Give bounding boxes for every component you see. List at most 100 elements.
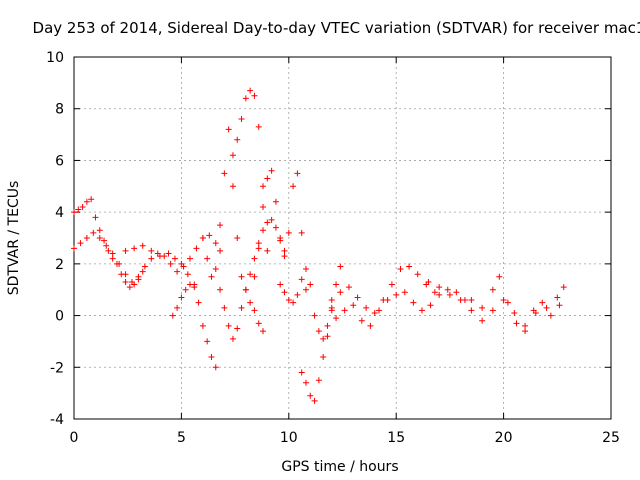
data-point [556, 302, 563, 309]
data-point [513, 320, 520, 327]
data-point [178, 294, 185, 301]
data-point [171, 255, 178, 262]
data-point [191, 284, 198, 291]
data-point [431, 289, 438, 296]
data-point [92, 214, 99, 221]
data-point [281, 289, 288, 296]
data-point [354, 294, 361, 301]
data-point [328, 304, 335, 311]
data-point [345, 284, 352, 291]
data-point [184, 271, 191, 278]
data-point [290, 183, 297, 190]
data-point [255, 123, 262, 130]
data-point [251, 273, 258, 280]
y-tick-label: 8 [55, 102, 64, 118]
data-point [363, 304, 370, 311]
data-point [206, 232, 213, 239]
data-point [251, 307, 258, 314]
data-point [71, 209, 77, 216]
data-point [79, 203, 86, 210]
data-point [247, 299, 254, 306]
data-point [139, 268, 146, 275]
data-point [255, 240, 262, 247]
data-point [418, 307, 425, 314]
data-point [298, 276, 305, 283]
data-point [320, 335, 327, 342]
series-sat-b [71, 196, 146, 291]
data-point [436, 284, 443, 291]
data-point [101, 237, 108, 244]
y-tick-label: 6 [55, 153, 64, 169]
data-point [311, 312, 318, 319]
data-point [212, 364, 219, 371]
data-point [511, 309, 518, 316]
data-point [182, 286, 189, 293]
data-point [229, 335, 236, 342]
data-point [178, 260, 185, 267]
data-point [204, 255, 211, 262]
data-point [302, 266, 309, 273]
data-point [272, 198, 279, 205]
y-tick-label: -4 [50, 412, 64, 428]
data-point [96, 227, 103, 234]
grid [74, 57, 611, 419]
data-point [311, 397, 318, 404]
data-point [489, 286, 496, 293]
data-point [547, 312, 554, 319]
data-point [131, 281, 138, 288]
data-point [169, 312, 176, 319]
x-tick-label: 25 [602, 430, 620, 446]
data-point [77, 240, 84, 247]
data-point [350, 302, 357, 309]
data-point [277, 281, 284, 288]
data-point [165, 250, 172, 257]
y-tick-label: 10 [46, 50, 64, 66]
data-point [397, 266, 404, 273]
data-point [337, 289, 344, 296]
data-point [500, 297, 507, 304]
data-point [139, 242, 146, 249]
chart-title: Day 253 of 2014, Sidereal Day-to-day VTE… [33, 19, 640, 37]
data-point [103, 242, 110, 249]
data-point [260, 183, 267, 190]
data-point [208, 353, 215, 360]
data-point [135, 276, 142, 283]
data-point [294, 170, 301, 177]
data-point [406, 263, 413, 270]
data-point [247, 87, 254, 94]
data-point [260, 227, 267, 234]
data-point [281, 247, 288, 254]
data-point [358, 317, 365, 324]
data-point [109, 250, 116, 257]
data-point [324, 333, 331, 340]
data-point [414, 271, 421, 278]
data-point [238, 116, 245, 123]
data-point [105, 247, 112, 254]
series-sat-i [298, 263, 344, 404]
x-tick-label: 10 [280, 430, 298, 446]
data-point [199, 322, 206, 329]
data-point [186, 255, 193, 262]
plot-frame [73, 56, 612, 420]
data-point [71, 245, 77, 252]
series-sat-f [229, 87, 271, 254]
data-point [410, 299, 417, 306]
data-point [457, 297, 464, 304]
data-point [560, 284, 567, 291]
data-point [272, 224, 279, 231]
data-point [337, 263, 344, 270]
data-point [234, 325, 241, 332]
data-point [285, 297, 292, 304]
y-axis-label: SDTVAR / TECUs [6, 181, 22, 296]
data-point [444, 286, 451, 293]
data-point [328, 297, 335, 304]
data-point [122, 278, 129, 285]
data-point [225, 322, 232, 329]
data-point [131, 245, 138, 252]
x-tick-label: 5 [177, 430, 186, 446]
data-point [302, 286, 309, 293]
series-sat-d [169, 281, 219, 371]
data-point [530, 307, 537, 314]
series-sat-j [277, 266, 335, 342]
